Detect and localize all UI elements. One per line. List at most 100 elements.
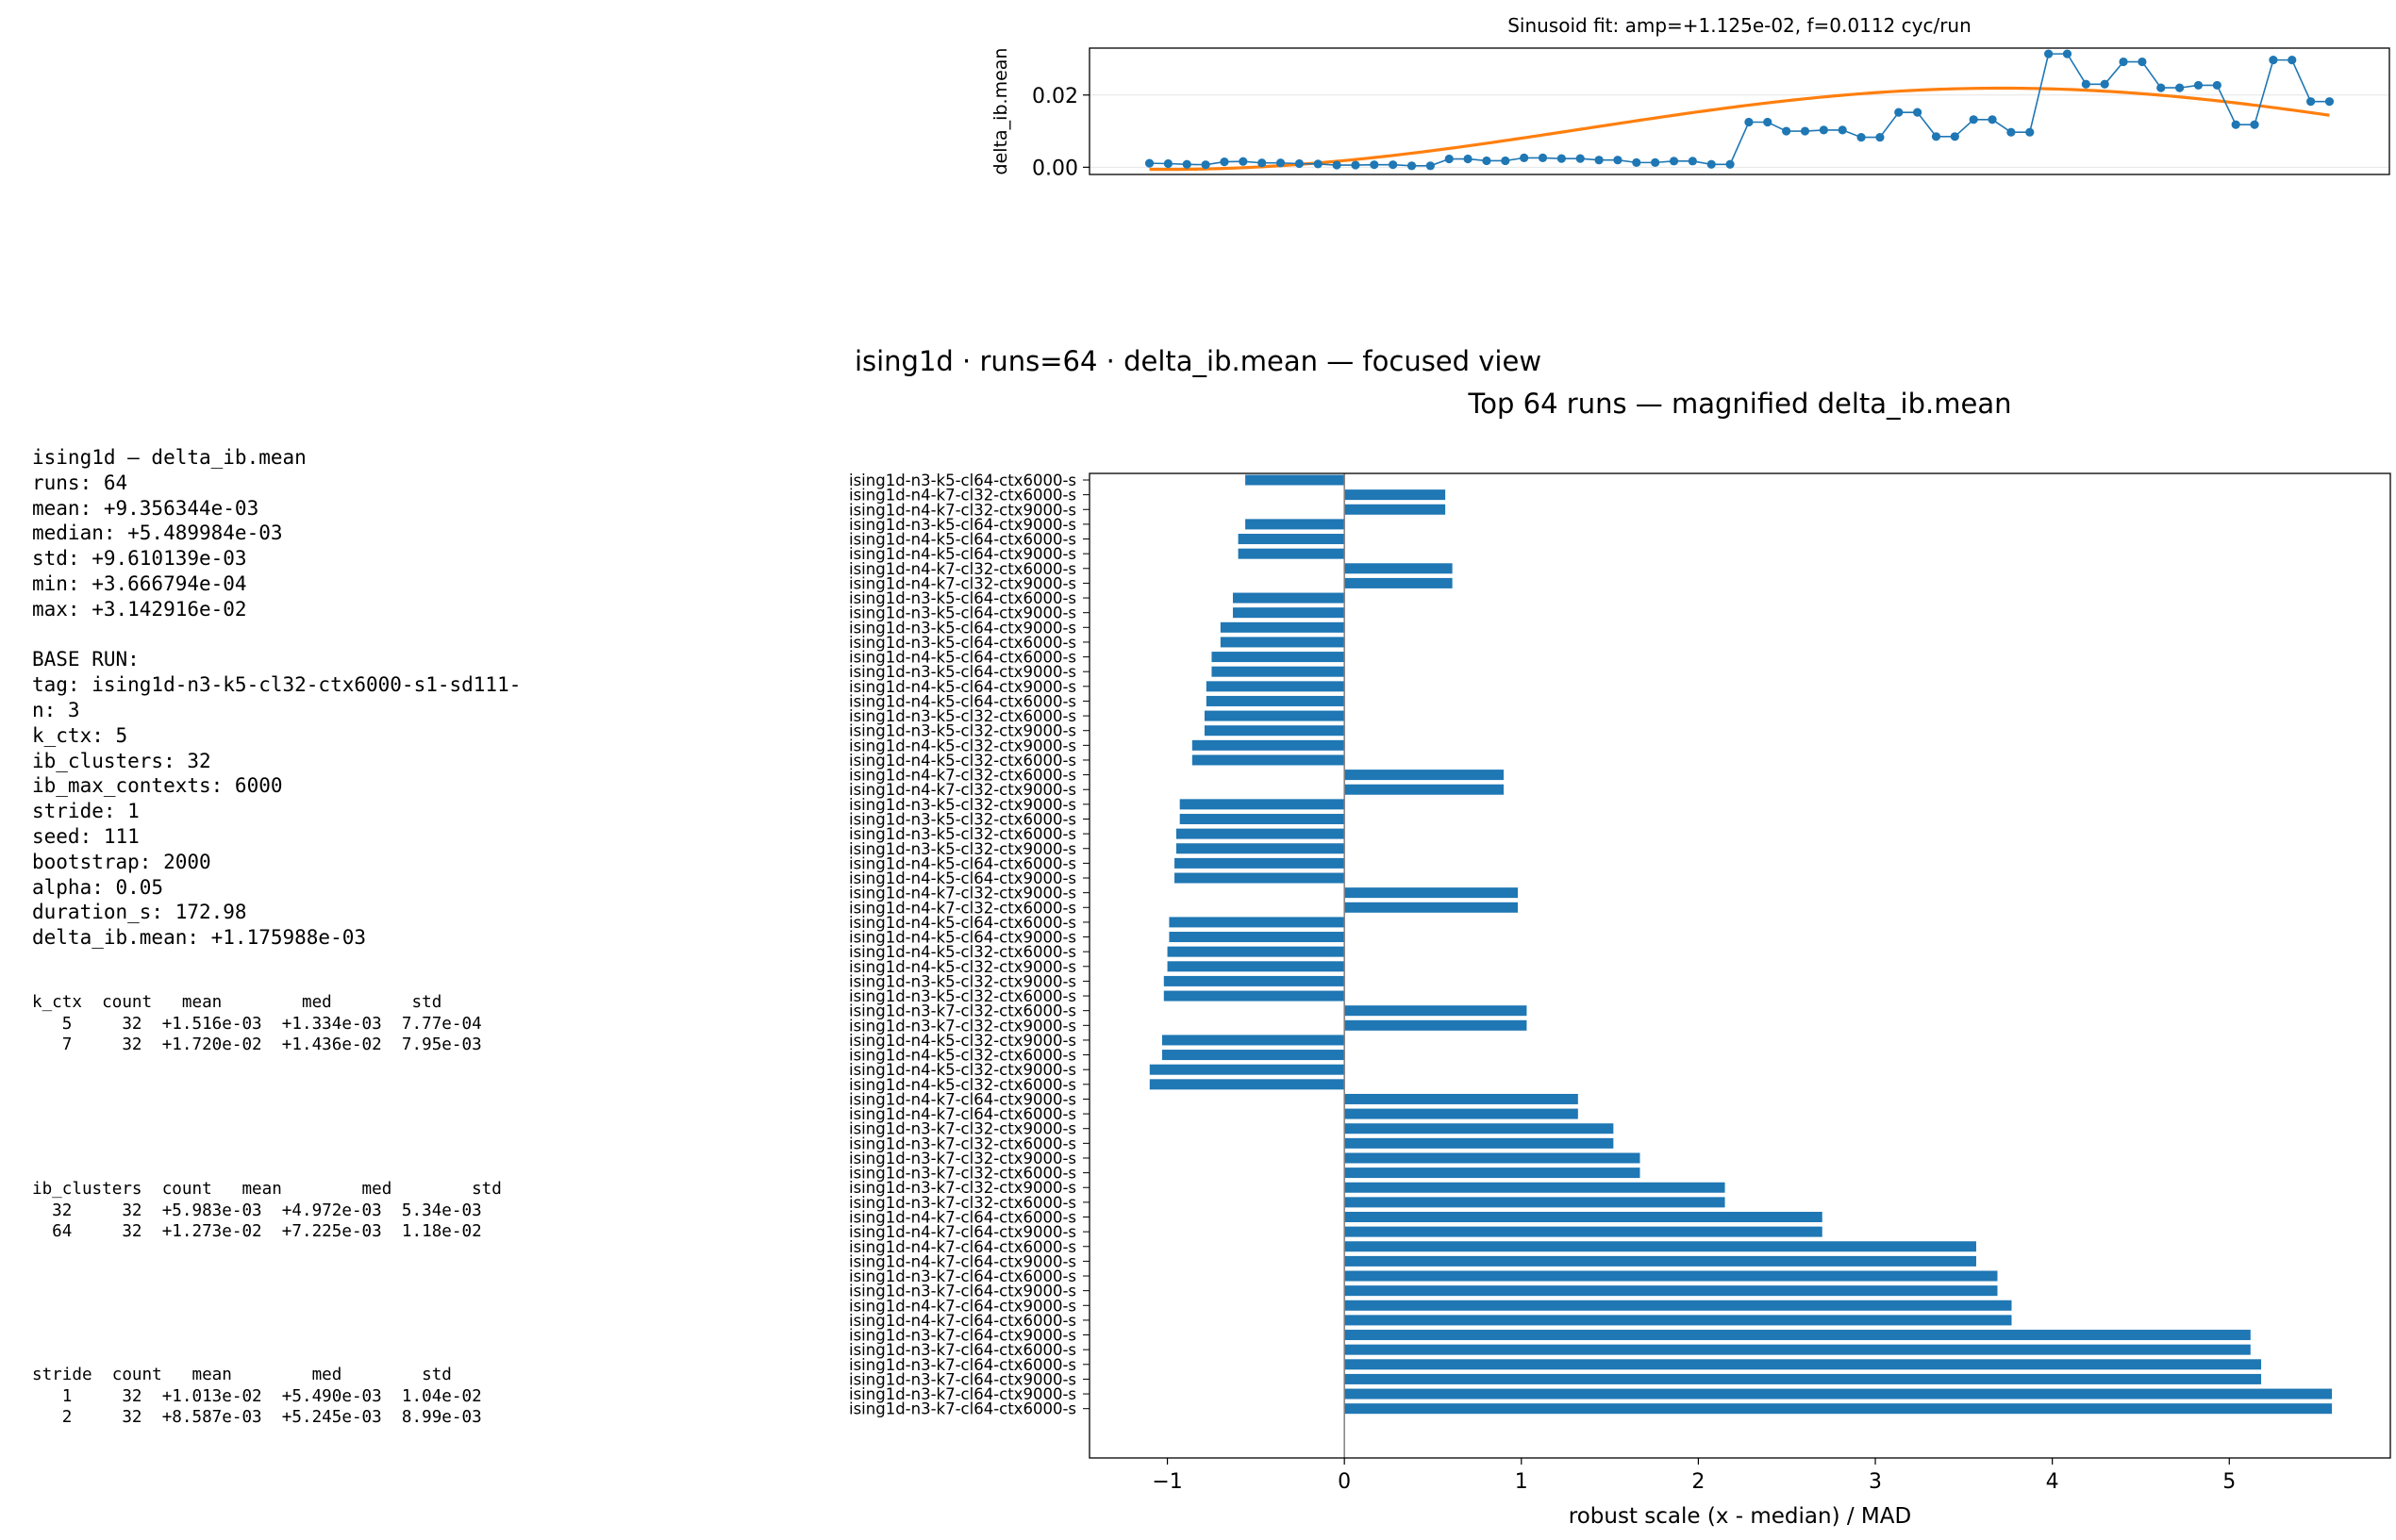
sinusoid-fit-chart: Sinusoid fit: amp=+1.125e-02, f=0.0112 c… [990,14,2390,180]
observed-point [2306,97,2316,107]
observed-point [1275,158,1286,168]
observed-point [1163,158,1173,169]
plot-frame [1089,47,2390,175]
x-tick-label: 3 [1869,1470,1882,1494]
bar-label: ising1d-n3-k7-cl32-ctx9000-s [849,1179,1076,1197]
chart-title: Sinusoid fit: amp=+1.125e-02, f=0.0112 c… [1507,14,1972,37]
x-tick-label: −1 [1152,1470,1182,1494]
bar [1191,739,1345,751]
bar [1344,902,1519,913]
observed-point [2250,120,2259,129]
observed-point [1688,157,1697,166]
observed-point [1894,108,1904,117]
bar [1149,1064,1345,1075]
observed-point [2100,79,2109,89]
bar-label: ising1d-n4-k5-cl32-ctx6000-s [849,943,1076,961]
bar-label: ising1d-n4-k5-cl64-ctx6000-s [849,531,1076,549]
bar-label: ising1d-n4-k7-cl32-ctx6000-s [849,487,1076,505]
y-tick-label: 0.02 [1032,85,1078,108]
observed-point [1520,153,1529,162]
observed-point [2156,83,2166,92]
bar-label: ising1d-n4-k7-cl32-ctx9000-s [849,574,1076,592]
observed-point [1782,126,1791,136]
bar [1344,1182,1725,1193]
bar [1344,1019,1527,1031]
bar [1179,799,1345,810]
k-ctx-table: k_ctx count mean med std 5 32 +1.516e-03… [32,993,482,1055]
observed-point [2324,97,2335,107]
bar-label: ising1d-n3-k5-cl32-ctx9000-s [849,722,1076,740]
observed-point [2212,80,2221,91]
bar-label: ising1d-n4-k7-cl64-ctx6000-s [849,1209,1076,1227]
bar [1245,474,1345,486]
observed-point [1669,157,1679,166]
bar-label: ising1d-n3-k7-cl32-ctx9000-s [849,1017,1076,1035]
bar [1344,1359,2262,1370]
bar [1204,710,1345,721]
bar-label: ising1d-n4-k5-cl32-ctx6000-s [849,752,1076,770]
bar [1344,1255,1976,1267]
bar [1169,917,1345,928]
bar-label: ising1d-n3-k5-cl32-ctx6000-s [849,810,1076,828]
observed-point [2175,83,2185,92]
bar [1344,1300,2012,1311]
bar [1206,681,1345,692]
bar [1344,504,1446,515]
bar [1245,519,1345,530]
observed-point [1313,159,1323,169]
bar-label: ising1d-n4-k5-cl32-ctx9000-s [849,737,1076,754]
bar-label: ising1d-n4-k5-cl64-ctx9000-s [849,929,1076,947]
observed-point [1632,157,1641,167]
bar-label: ising1d-n3-k5-cl32-ctx6000-s [849,707,1076,725]
observed-point [1463,154,1473,164]
y-tick-label: 0.00 [1032,157,1078,180]
observed-point [1744,117,1754,127]
bar [1232,592,1345,604]
bar-label: ising1d-n4-k5-cl64-ctx6000-s [849,692,1076,710]
bar [1344,1167,1640,1179]
bar [1174,872,1345,884]
bar [1344,1108,1578,1119]
bar-label: ising1d-n4-k7-cl64-ctx9000-s [849,1252,1076,1270]
x-tick-label: 2 [1691,1470,1705,1494]
bar-label: ising1d-n3-k7-cl32-ctx6000-s [849,1194,1076,1212]
observed-point [1351,160,1360,170]
bar [1238,534,1345,545]
observed-point [1257,158,1267,168]
bar [1344,1152,1640,1164]
bar [1344,1388,2333,1399]
observed-point [1182,159,1191,169]
observed-point [2062,49,2072,58]
bar [1344,1197,1725,1208]
observed-point [1538,153,1548,162]
ib-clusters-table: ib_clusters count mean med std 32 32 +5.… [32,1180,502,1242]
observed-point [1950,132,1959,141]
bar [1161,1035,1345,1046]
observed-point [2044,49,2054,58]
bar [1211,652,1345,663]
observed-point [2231,120,2240,129]
bar-label: ising1d-n4-k5-cl32-ctx9000-s [849,1061,1076,1079]
observed-point [1988,115,1997,124]
bar-label: ising1d-n4-k7-cl64-ctx9000-s [849,1090,1076,1108]
bar-label: ising1d-n3-k5-cl32-ctx9000-s [849,840,1076,858]
bar-label: ising1d-n3-k5-cl32-ctx6000-s [849,987,1076,1005]
bar-label: ising1d-n3-k5-cl32-ctx9000-s [849,796,1076,814]
bar-label: ising1d-n4-k7-cl32-ctx9000-s [849,501,1076,519]
bar [1174,857,1345,869]
observed-point [1444,154,1454,164]
bar-label: ising1d-n4-k7-cl64-ctx9000-s [849,1223,1076,1241]
observed-point [1651,157,1660,167]
bar [1344,1137,1614,1149]
bar [1344,1212,1822,1222]
observed-point [2081,79,2090,89]
bar-label: ising1d-n4-k7-cl64-ctx6000-s [849,1105,1076,1123]
bar [1344,1123,1614,1134]
bar-label: ising1d-n3-k5-cl64-ctx6000-s [849,634,1076,652]
bar-label: ising1d-n4-k5-cl64-ctx9000-s [849,678,1076,696]
bar [1167,946,1345,957]
x-axis-label: robust scale (x - median) / MAD [1569,1504,1911,1529]
bar [1163,975,1345,986]
bar-label: ising1d-n4-k5-cl32-ctx9000-s [849,1032,1076,1050]
bar-label: ising1d-n3-k7-cl32-ctx9000-s [849,1120,1076,1138]
